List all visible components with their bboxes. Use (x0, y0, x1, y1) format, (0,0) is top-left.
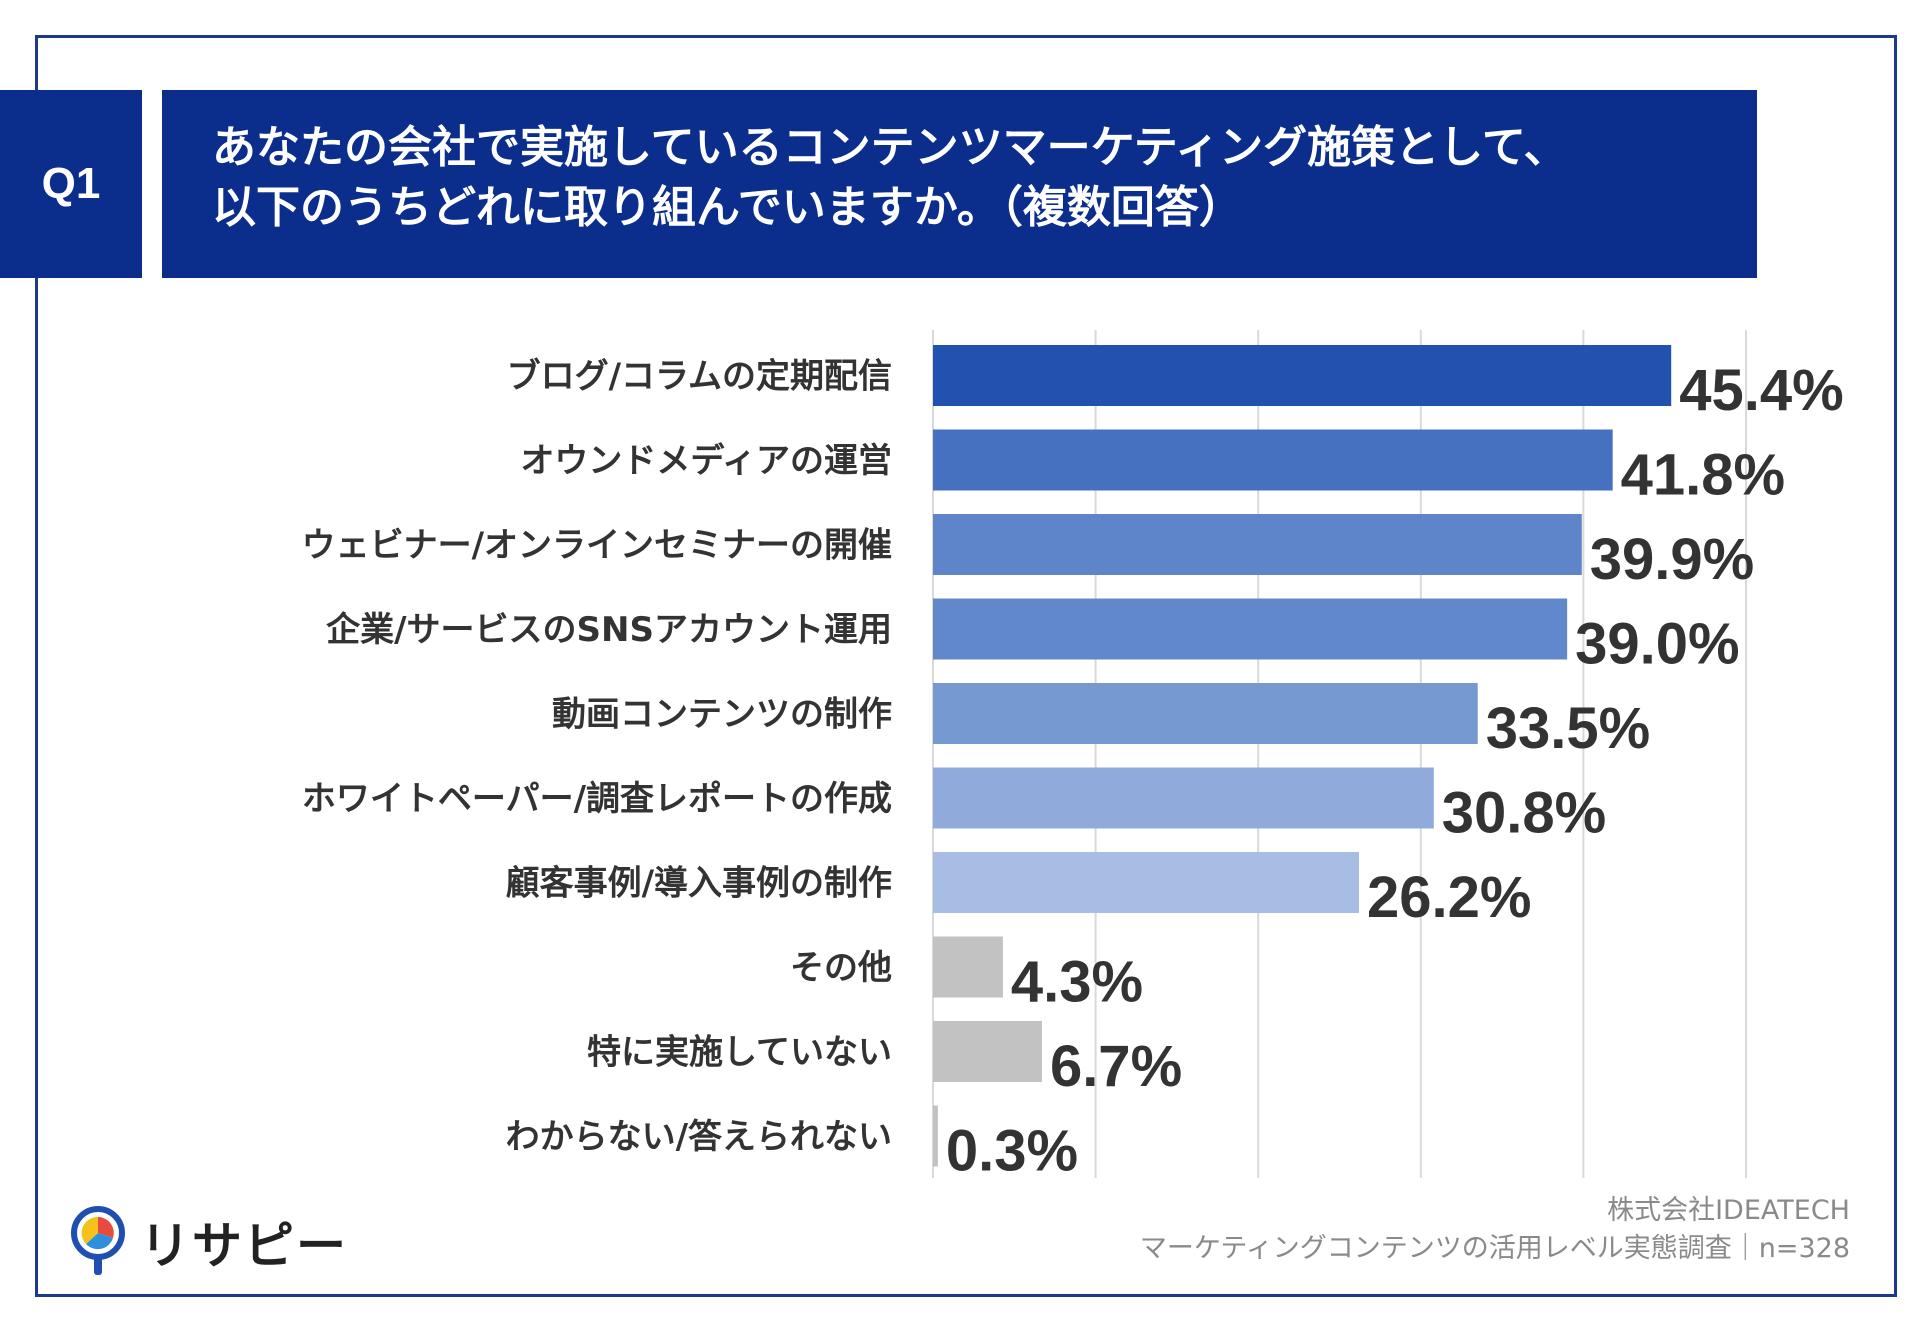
bar (933, 683, 1478, 744)
category-label: 特に実施していない (587, 1033, 892, 1073)
value-label: 0.3% (946, 1119, 1078, 1184)
value-labels: 45.4% 41.8% 39.9% 39.0% 33.5% 30.8% 26.2% 4.3% 6… (946, 358, 1844, 1184)
bar (933, 345, 1672, 406)
bar (933, 514, 1582, 575)
value-label: 33.5% (1486, 696, 1650, 761)
bar (933, 852, 1360, 913)
category-label: わからない/答えられない (506, 1117, 892, 1157)
value-label: 39.9% (1590, 527, 1754, 592)
category-label: 顧客事例/導入事例の制作 (506, 864, 892, 904)
lightbulb-pin-icon (71, 1206, 125, 1275)
bar (933, 429, 1613, 491)
question-title-line2: 以下のうちどれに取り組んでいますか。（複数回答） (212, 182, 1243, 233)
category-label: 動画コンテンツの制作 (552, 695, 892, 735)
category-labels: ブログ/コラムの定期配信オウンドメディアの運営ウェビナー/オンラインセミナーの開… (302, 357, 892, 1158)
category-label: 企業/サービスのSNSアカウント運用 (326, 610, 892, 650)
question-title: あなたの会社で実施しているコンテンツマーケティング施策として、 以下のうちどれに… (162, 90, 1757, 278)
risapi-logo: リサピー (70, 1205, 348, 1279)
logo-text: リサピー (140, 1217, 348, 1275)
category-label: オウンドメディアの運営 (520, 441, 892, 481)
category-label: ホワイトペーパー/調査レポートの作成 (302, 779, 892, 819)
chart-frame (35, 35, 1897, 1297)
value-label: 41.8% (1621, 443, 1785, 508)
value-label: 45.4% (1679, 358, 1843, 423)
bar (933, 598, 1568, 660)
footer-company: 株式会社IDEATECH (1607, 1195, 1850, 1226)
bar (933, 1021, 1042, 1082)
value-label: 30.8% (1442, 781, 1606, 846)
question-title-line1: あなたの会社で実施しているコンテンツマーケティング施策として、 (212, 122, 1568, 173)
category-label: ブログ/コラムの定期配信 (507, 357, 892, 397)
value-label: 4.3% (1011, 950, 1143, 1015)
value-label: 6.7% (1050, 1034, 1182, 1099)
footer: 株式会社IDEATECH マーケティングコンテンツの活用レベル実態調査｜n=32… (1140, 1192, 1850, 1268)
bars (933, 345, 1672, 1167)
value-label: 39.0% (1575, 612, 1739, 677)
bar (933, 1105, 938, 1167)
category-label: その他 (790, 948, 892, 988)
bar (933, 936, 1003, 998)
value-label: 26.2% (1367, 865, 1531, 930)
question-badge: Q1 (0, 90, 142, 278)
footer-survey: マーケティングコンテンツの活用レベル実態調査｜n=328 (1139, 1233, 1850, 1264)
bar (933, 767, 1434, 829)
category-label: ウェビナー/オンラインセミナーの開催 (302, 526, 892, 566)
